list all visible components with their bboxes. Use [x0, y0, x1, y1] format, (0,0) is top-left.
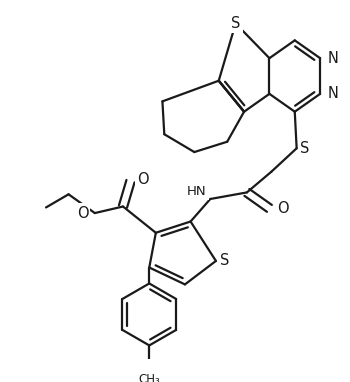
Text: O: O: [77, 206, 88, 220]
Text: S: S: [220, 253, 229, 269]
Text: N: N: [328, 51, 338, 66]
Text: S: S: [231, 16, 240, 31]
Text: S: S: [300, 141, 310, 156]
Text: O: O: [277, 201, 288, 216]
Text: N: N: [328, 86, 338, 101]
Text: O: O: [137, 172, 149, 187]
Text: HN: HN: [187, 185, 206, 198]
Text: CH₃: CH₃: [138, 373, 160, 382]
